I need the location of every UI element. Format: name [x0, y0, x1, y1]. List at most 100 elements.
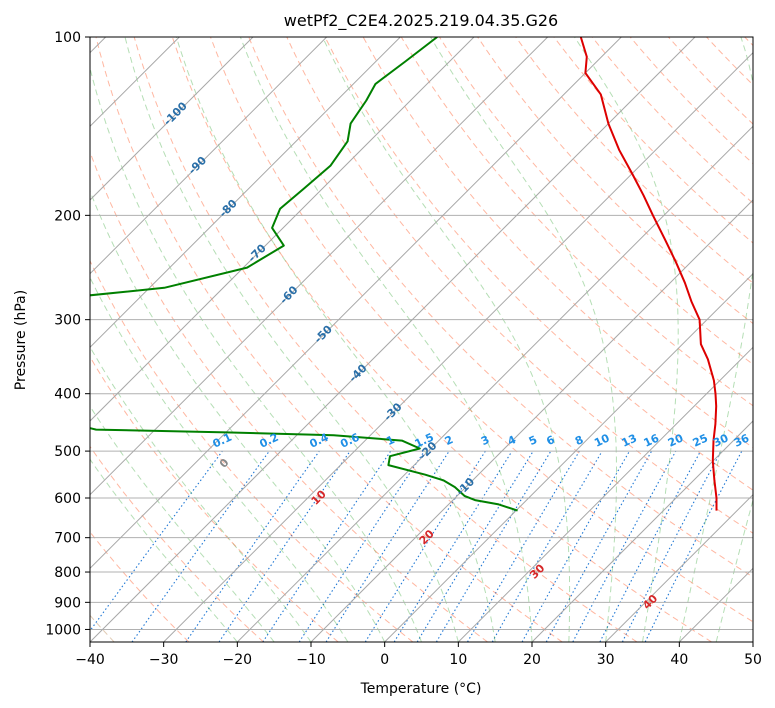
- plot-area: -100-90-80-70-60-50-40-30-20-10010203040…: [90, 37, 753, 642]
- mixing-ratio-lines: [90, 450, 743, 642]
- moist-adiabats: [90, 37, 753, 642]
- mixing-ratio-line: [416, 450, 534, 642]
- mixing-ratio-label: 25: [691, 432, 710, 450]
- moist-adiabat: [90, 345, 312, 642]
- isotherm-line: [236, 125, 753, 642]
- dry-adiabat-label: 0: [217, 456, 232, 471]
- moist-adiabat: [124, 37, 459, 642]
- mixing-ratio-label: 16: [642, 431, 662, 449]
- mixing-ratio-line: [185, 450, 320, 642]
- moist-adiabat: [322, 37, 571, 642]
- dry-adiabat: [90, 259, 414, 642]
- y-tick-label: 1000: [45, 622, 81, 638]
- mixing-ratio-line: [491, 450, 603, 642]
- profile-series: [90, 37, 718, 512]
- dry-adiabats: [90, 37, 753, 642]
- isotherm-label: -10: [454, 475, 477, 498]
- mixing-ratio-line: [364, 450, 486, 642]
- isotherm-line: [90, 37, 549, 496]
- isotherm-line: [752, 641, 753, 642]
- dry-adiabat: [95, 37, 563, 642]
- dry-adiabat: [629, 37, 753, 165]
- x-tick-label: 10: [449, 652, 467, 668]
- plot-frame: [89, 36, 754, 643]
- moist-adiabat: [175, 37, 496, 642]
- y-tick-label: 500: [54, 444, 81, 460]
- y-tick-label: 100: [54, 30, 81, 46]
- y-tick-label: 400: [54, 387, 81, 403]
- mixing-ratio-line: [218, 450, 351, 642]
- x-tick-label: −20: [223, 652, 253, 668]
- mixing-ratio-label: 8: [573, 433, 585, 448]
- mixing-ratio-label: 10: [592, 431, 612, 449]
- chart-title: wetPf2_C2E4.2025.219.04.35.G26: [284, 11, 558, 31]
- y-axis: 100 200 300 400 500 600 700 800 900 1000: [45, 30, 90, 638]
- moist-adiabat: [678, 37, 753, 642]
- isotherm-line: [90, 37, 622, 570]
- moist-adiabat: [90, 458, 238, 642]
- mixing-ratio-line: [435, 450, 552, 642]
- dry-adiabat: [90, 445, 264, 642]
- isotherm-line: [457, 346, 753, 642]
- y-tick-label: 200: [54, 208, 81, 224]
- dry-adiabat: [210, 37, 753, 623]
- y-tick-label: 900: [54, 595, 81, 611]
- y-tick-label: 700: [54, 531, 81, 547]
- y-tick-label: 300: [54, 313, 81, 329]
- dry-adiabat: [477, 37, 753, 325]
- x-tick-label: 20: [523, 652, 541, 668]
- dry-adiabat: [744, 37, 753, 47]
- mixing-ratio-label: 2: [443, 433, 455, 448]
- isotherm-line: [678, 567, 753, 642]
- isotherm-line: [90, 37, 696, 642]
- mixing-ratio-line: [262, 450, 392, 642]
- dry-adiabat: [706, 37, 753, 86]
- mixing-ratio-line: [325, 450, 450, 642]
- y-tick-label: 800: [54, 565, 81, 581]
- dry-adiabat-label: 30: [527, 561, 547, 581]
- isotherm-line: [90, 37, 475, 422]
- isotherm-grid: [90, 37, 753, 642]
- x-tick-label: −30: [149, 652, 179, 668]
- dewpoint-line: [90, 37, 518, 512]
- isotherm-line: [605, 493, 753, 642]
- isotherm-line: [531, 420, 753, 642]
- isotherm-line: [310, 199, 753, 642]
- x-axis: −40 −30 −20 −10 0 10 20 30 40 50: [75, 642, 762, 668]
- dry-adiabat: [553, 37, 753, 244]
- mixing-ratio-line: [393, 450, 513, 642]
- dry-adiabat: [400, 37, 753, 407]
- x-axis-label: Temperature (°C): [360, 681, 482, 697]
- moist-adiabat: [430, 37, 617, 642]
- x-tick-label: 50: [744, 652, 762, 668]
- mixing-ratio-label: 0.4: [307, 431, 330, 451]
- y-axis-label: Pressure (hPa): [13, 290, 29, 390]
- isotherm-line: [384, 272, 753, 642]
- mixing-ratio-label: 5: [527, 433, 539, 448]
- y-tick-label: 600: [54, 491, 81, 507]
- dry-adiabat-label: 40: [640, 592, 660, 612]
- moist-adiabat: [90, 276, 349, 642]
- isobar-grid: [90, 37, 753, 630]
- x-tick-label: 30: [597, 652, 615, 668]
- x-tick-label: −40: [75, 652, 105, 668]
- dry-adiabat: [90, 150, 488, 642]
- isotherm-line: [90, 37, 401, 349]
- mixing-ratio-line: [572, 450, 677, 642]
- mixing-ratio-label: 6: [544, 433, 557, 448]
- line-labels: -100-90-80-70-60-50-40-30-20-10010203040…: [161, 99, 751, 612]
- mixing-ratio-label: 0.1: [211, 431, 234, 451]
- dry-adiabat: [248, 37, 753, 578]
- dry-adiabat: [515, 37, 753, 284]
- moist-adiabat: [90, 65, 422, 642]
- isotherm-line: [163, 51, 753, 642]
- moist-adiabat: [715, 498, 753, 642]
- x-tick-label: 0: [380, 652, 389, 668]
- x-tick-label: −10: [296, 652, 326, 668]
- mixing-ratio-line: [521, 450, 630, 642]
- dry-adiabat-label: 20: [417, 527, 437, 547]
- mixing-ratio-label: 13: [620, 432, 639, 450]
- isotherm-line: [90, 37, 328, 275]
- dry-adiabat: [591, 37, 753, 204]
